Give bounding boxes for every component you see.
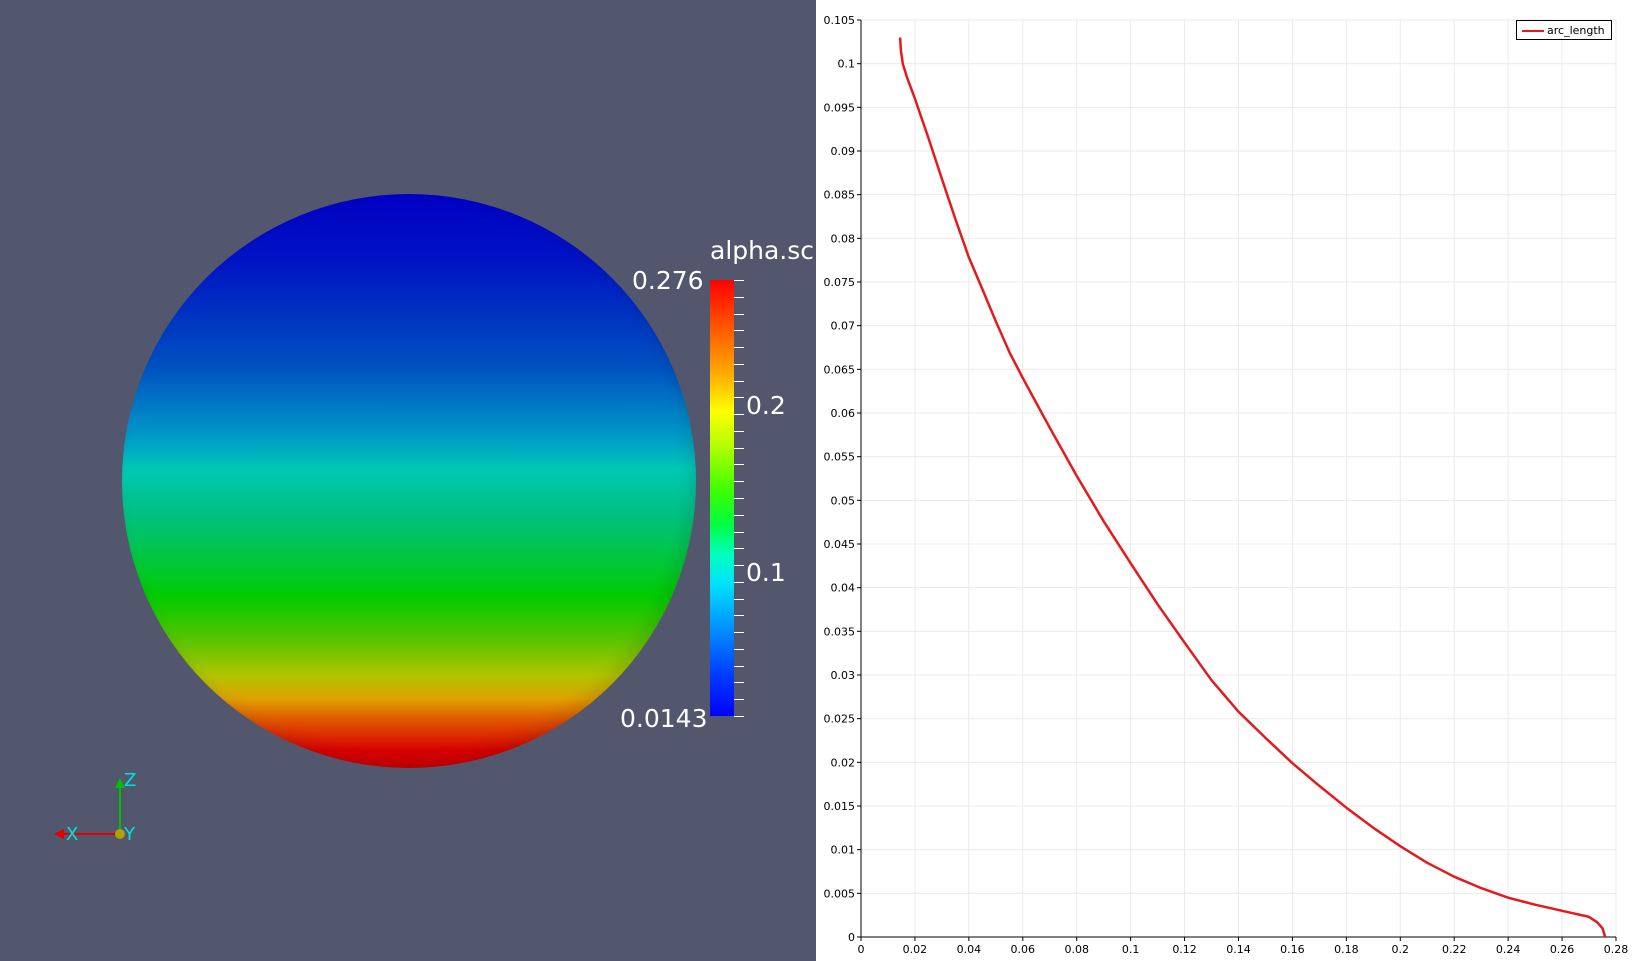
- x-tick-label: 0.12: [1172, 943, 1197, 956]
- y-tick-label: 0.02: [831, 756, 856, 769]
- scalar-bar-tick: [734, 448, 744, 449]
- y-tick-label: 0.01: [831, 844, 856, 857]
- x-tick-label: 0: [858, 943, 865, 956]
- scalar-bar-tick: [734, 381, 744, 382]
- y-tick-label: 0.04: [831, 582, 856, 595]
- x-axis-label: X: [66, 824, 78, 845]
- scalar-bar: [710, 280, 734, 716]
- scalar-bar-tick: [734, 515, 744, 516]
- scalar-bar-tick: [734, 481, 744, 482]
- scalar-bar-tick: [734, 280, 744, 281]
- scalar-bar-tick: [734, 699, 744, 700]
- y-tick-label: 0.005: [824, 887, 856, 900]
- x-tick-label: 0.2: [1392, 943, 1410, 956]
- y-tick-label: 0.055: [824, 451, 856, 464]
- y-tick-label: 0.05: [831, 494, 856, 507]
- scalar-bar-tick: [734, 682, 744, 683]
- x-tick-label: 0.16: [1280, 943, 1305, 956]
- series-line-arc_length: [898, 37, 1607, 938]
- scalar-bar-title: alpha.sc: [710, 236, 815, 265]
- scalar-bar-tick: [734, 532, 744, 533]
- scalar-bar-tick: [734, 615, 744, 616]
- x-tick-label: 0.24: [1496, 943, 1521, 956]
- scalar-bar-tick: [734, 364, 744, 365]
- x-tick-label: 0.22: [1442, 943, 1467, 956]
- x-tick-label: 0.1: [1122, 943, 1140, 956]
- scalar-bar-min-label: 0.0143: [620, 704, 708, 733]
- x-tick-label: 0.28: [1604, 943, 1629, 956]
- legend-swatch: [1522, 30, 1544, 32]
- x-tick-label: 0.06: [1011, 943, 1036, 956]
- y-tick-label: 0.045: [824, 538, 856, 551]
- sphere-render[interactable]: [122, 194, 696, 768]
- y-axis-label: Y: [123, 824, 136, 845]
- scalar-bar-tick: [734, 599, 744, 600]
- scalar-bar-tick: [734, 431, 744, 432]
- scalar-bar-tick: [734, 548, 744, 549]
- scalar-bar-tick: [734, 464, 744, 465]
- scalar-bar-max-label: 0.276: [632, 266, 704, 295]
- y-tick-label: 0.09: [831, 145, 856, 158]
- x-tick-label: 0.14: [1226, 943, 1251, 956]
- scalar-bar-tick: [734, 632, 744, 633]
- y-tick-label: 0.085: [824, 189, 856, 202]
- orientation-axes: Z X Y: [54, 770, 136, 845]
- line-chart-view[interactable]: 0 0.02 0.04 0.06 0.08 0.1 0.12 0.14 0.16 0.18 0.2 0…: [816, 0, 1632, 961]
- x-tick-label: 0.02: [903, 943, 928, 956]
- y-tick-label: 0.07: [831, 320, 856, 333]
- scalar-bar-tick: [734, 649, 744, 650]
- line-chart[interactable]: 0 0.02 0.04 0.06 0.08 0.1 0.12 0.14 0.16 0.18 0.2 0…: [816, 0, 1632, 961]
- scalar-bar-tick: [734, 716, 744, 717]
- render-view[interactable]: alpha.sc 0.276 0.2 0.1 0.0143 Z X Y: [0, 0, 816, 961]
- y-tick-label: 0.025: [824, 713, 856, 726]
- scalar-bar-mid-label: 0.2: [746, 391, 786, 420]
- scalar-bar-tick: [734, 347, 744, 348]
- z-axis-arrow-icon: [115, 778, 125, 788]
- scalar-bar-tick: [734, 297, 744, 298]
- y-tick-label: 0.075: [824, 276, 856, 289]
- z-axis-label: Z: [124, 770, 136, 791]
- y-tick-label: 0.035: [824, 625, 856, 638]
- y-tick-label: 0.03: [831, 669, 856, 682]
- y-tick-label: 0.095: [824, 101, 856, 114]
- y-tick-label: 0.015: [824, 800, 856, 813]
- x-tick-label: 0.26: [1550, 943, 1575, 956]
- x-tick-label: 0.18: [1334, 943, 1359, 956]
- scalar-bar-tick: [734, 330, 744, 331]
- y-tick-label: 0.105: [824, 14, 856, 27]
- y-tick-label: 0.08: [831, 232, 856, 245]
- y-tick-label: 0.1: [838, 58, 856, 71]
- y-tick-label: 0.06: [831, 407, 856, 420]
- scalar-bar-tick: [734, 565, 744, 566]
- scalar-bar-tick: [734, 666, 744, 667]
- scalar-bar-tick: [734, 397, 744, 398]
- chart-legend: arc_length: [1516, 20, 1612, 40]
- scalar-bar-tick: [734, 498, 744, 499]
- x-tick-label: 0.04: [957, 943, 982, 956]
- legend-label: arc_length: [1547, 24, 1605, 37]
- scalar-bar-tick: [734, 314, 744, 315]
- scalar-bar-tick: [734, 582, 744, 583]
- x-axis-arrow-icon: [54, 829, 64, 839]
- scalar-bar-mid-label: 0.1: [746, 558, 786, 587]
- scalar-bar-tick: [734, 414, 744, 415]
- x-tick-label: 0.08: [1064, 943, 1089, 956]
- y-tick-label: 0: [848, 931, 855, 944]
- y-axis-endpoint-icon: [115, 829, 125, 839]
- y-tick-label: 0.065: [824, 363, 856, 376]
